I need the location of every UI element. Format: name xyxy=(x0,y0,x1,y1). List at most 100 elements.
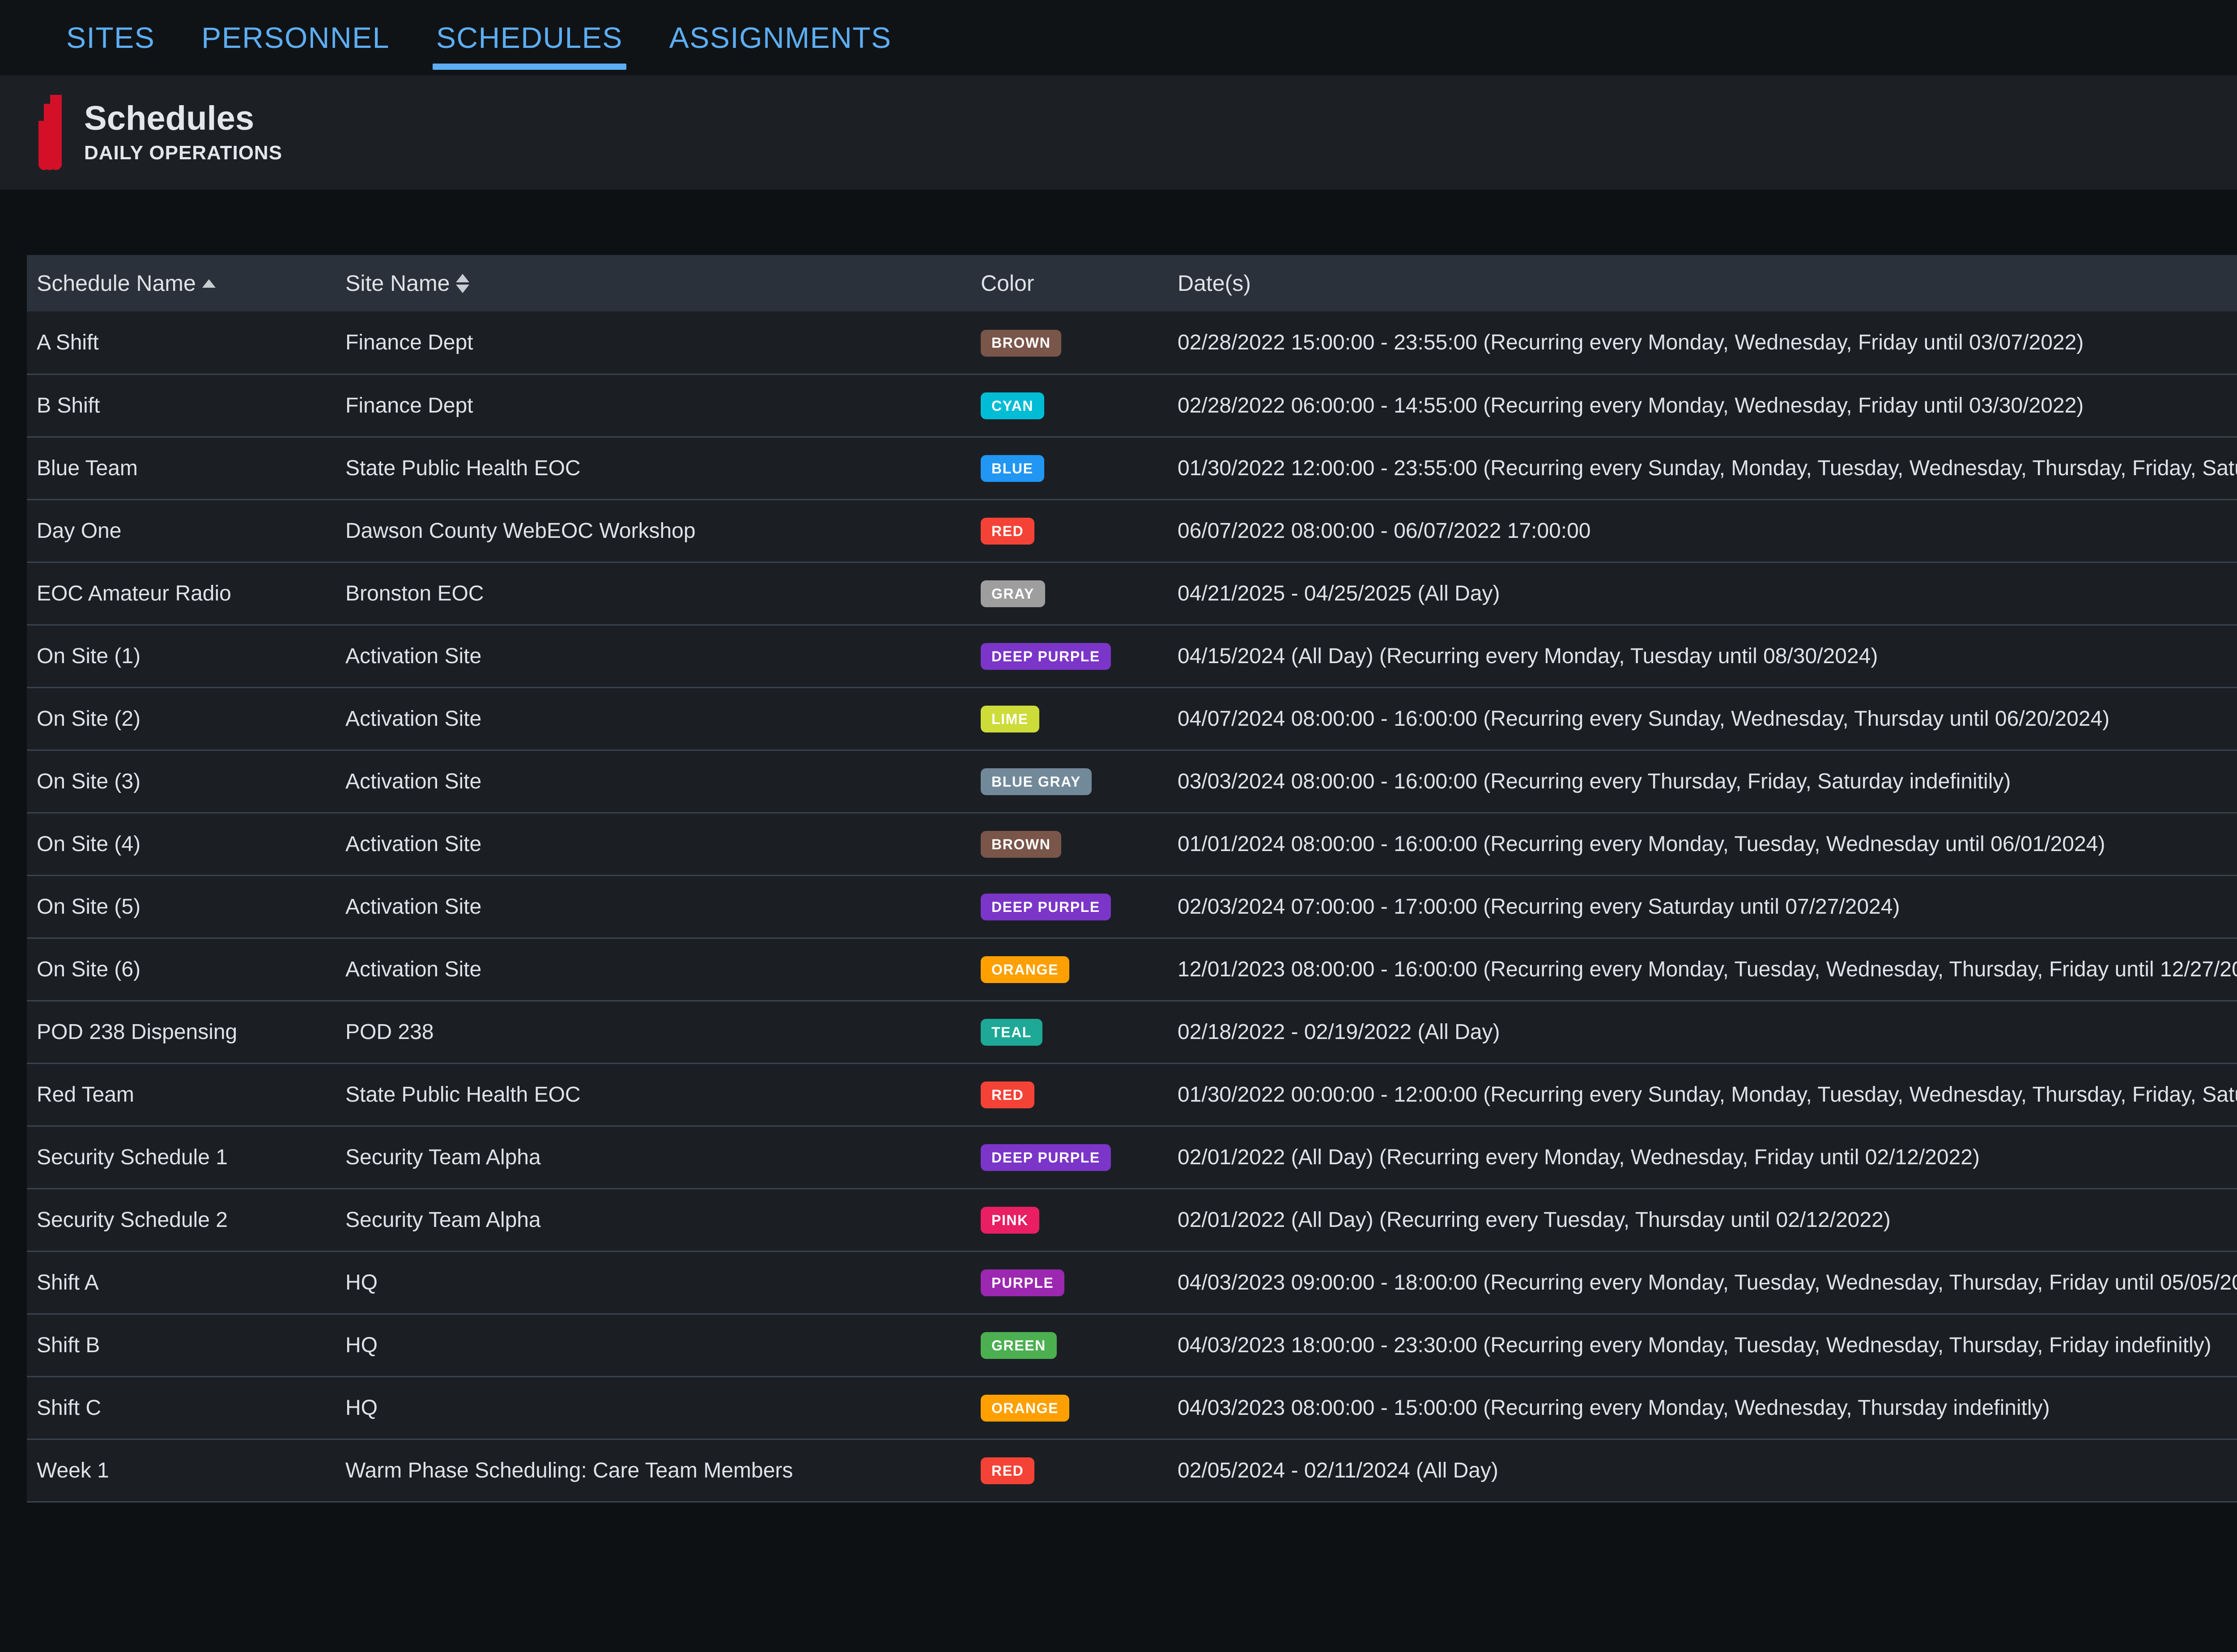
table-row[interactable]: Day One Dawson County WebEOC Workshop RED 0… xyxy=(27,499,2237,563)
nav-tab-underline xyxy=(432,64,626,70)
nav-tab-assignments[interactable]: ASSIGNMENTS xyxy=(646,0,915,75)
cell-site-name: Security Team Alpha xyxy=(336,1188,971,1252)
sort-ascending-icon[interactable] xyxy=(202,279,216,288)
column-header-site-name[interactable]: Site Name xyxy=(336,255,971,311)
site-name-text: Warm Phase Scheduling: Care Team Members xyxy=(345,1458,793,1482)
schedules-table-container: Schedule Name Site Name Color Date(s) xyxy=(27,255,2237,1503)
nav-tab-schedules[interactable]: SCHEDULES xyxy=(413,0,646,75)
color-badge: RED xyxy=(981,1081,1035,1109)
color-badge: ORANGE xyxy=(981,1395,1070,1422)
table-row[interactable]: B Shift Finance Dept CYAN 02/28/2022 06:00:… xyxy=(27,374,2237,438)
cell-schedule-name: Day One xyxy=(27,499,336,563)
table-row[interactable]: On Site (6) Activation Site ORANGE 12/01/20… xyxy=(27,938,2237,1001)
color-badge: BROWN xyxy=(981,329,1062,357)
cell-schedule-name: On Site (5) xyxy=(27,875,336,939)
color-badge: DEEP PURPLE xyxy=(981,1144,1111,1171)
table-row[interactable]: Shift B HQ GREEN 04/03/2023 18:00:00 - 23:3… xyxy=(27,1314,2237,1377)
dates-text: 04/03/2023 18:00:00 - 23:30:00 (Recurrin… xyxy=(1178,1333,2211,1357)
column-header-label: Site Name xyxy=(345,271,450,296)
table-row[interactable]: On Site (5) Activation Site DEEP PURPLE 02/… xyxy=(27,875,2237,939)
dates-text: 12/01/2023 08:00:00 - 16:00:00 (Recurrin… xyxy=(1178,957,2237,981)
dates-text: 02/01/2022 (All Day) (Recurring every Tu… xyxy=(1178,1208,1891,1232)
cell-color: PINK xyxy=(971,1188,1168,1252)
cell-dates: 02/28/2022 15:00:00 - 23:55:00 (Recurrin… xyxy=(1168,311,2237,375)
cell-color: RED xyxy=(971,499,1168,563)
table-row[interactable]: On Site (2) Activation Site LIME 04/07/2024… xyxy=(27,687,2237,751)
site-name-text: Security Team Alpha xyxy=(345,1145,541,1169)
cell-dates: 03/03/2024 08:00:00 - 16:00:00 (Recurrin… xyxy=(1168,750,2237,813)
column-header-color[interactable]: Color xyxy=(971,255,1168,311)
cell-color: GREEN xyxy=(971,1314,1168,1377)
site-name-text: Finance Dept xyxy=(345,330,473,354)
color-badge: DEEP PURPLE xyxy=(981,894,1111,921)
table-row[interactable]: Week 1 Warm Phase Scheduling: Care Team M… xyxy=(27,1439,2237,1503)
table-row[interactable]: Shift A HQ PURPLE 04/03/2023 09:00:00 - 18:… xyxy=(27,1251,2237,1315)
site-name-text: State Public Health EOC xyxy=(345,456,581,480)
cell-dates: 12/01/2023 08:00:00 - 16:00:00 (Recurrin… xyxy=(1168,938,2237,1001)
site-name-text: Activation Site xyxy=(345,644,482,668)
cell-site-name: Activation Site xyxy=(336,687,971,751)
dates-text: 04/03/2023 08:00:00 - 15:00:00 (Recurrin… xyxy=(1178,1396,2050,1420)
column-header-dates[interactable]: Date(s) xyxy=(1168,255,2237,311)
color-badge: RED xyxy=(981,1457,1035,1485)
cell-schedule-name: POD 238 Dispensing xyxy=(27,1001,336,1064)
table-row[interactable]: Blue Team State Public Health EOC BLUE 01/3… xyxy=(27,437,2237,500)
schedule-name-text: On Site (5) xyxy=(37,894,141,919)
schedule-name-text: Security Schedule 2 xyxy=(37,1208,228,1232)
cell-schedule-name: Shift B xyxy=(27,1314,336,1377)
table-row[interactable]: On Site (4) Activation Site BROWN 01/01/202… xyxy=(27,813,2237,876)
cell-site-name: Activation Site xyxy=(336,938,971,1001)
color-badge: PINK xyxy=(981,1207,1039,1234)
column-header-label: Schedule Name xyxy=(37,271,196,296)
table-row[interactable]: Security Schedule 2 Security Team Alpha PI… xyxy=(27,1188,2237,1252)
cell-site-name: State Public Health EOC xyxy=(336,437,971,500)
table-row[interactable]: On Site (1) Activation Site DEEP PURPLE 04/… xyxy=(27,625,2237,688)
cell-color: BLUE GRAY xyxy=(971,750,1168,813)
cell-schedule-name: On Site (3) xyxy=(27,750,336,813)
cell-site-name: Activation Site xyxy=(336,875,971,939)
table-row[interactable]: On Site (3) Activation Site BLUE GRAY 03/03… xyxy=(27,750,2237,813)
cell-color: BROWN xyxy=(971,813,1168,876)
cell-schedule-name: On Site (2) xyxy=(27,687,336,751)
site-name-text: HQ xyxy=(345,1333,378,1357)
sort-toggle-icon[interactable] xyxy=(456,273,470,293)
site-name-text: Security Team Alpha xyxy=(345,1208,541,1232)
table-body: A Shift Finance Dept BROWN 02/28/2022 15:00… xyxy=(27,311,2237,1503)
nav-tab-sites[interactable]: SITES xyxy=(43,0,178,75)
cell-color: CYAN xyxy=(971,374,1168,438)
dates-text: 04/03/2023 09:00:00 - 18:00:00 (Recurrin… xyxy=(1178,1270,2237,1294)
schedule-name-text: On Site (6) xyxy=(37,957,141,981)
site-name-text: Dawson County WebEOC Workshop xyxy=(345,519,696,543)
cell-schedule-name: Security Schedule 1 xyxy=(27,1126,336,1189)
color-badge: TEAL xyxy=(981,1019,1042,1046)
dates-text: 01/30/2022 00:00:00 - 12:00:00 (Recurrin… xyxy=(1178,1082,2237,1107)
column-header-schedule-name[interactable]: Schedule Name xyxy=(27,255,336,311)
table-row[interactable]: Security Schedule 1 Security Team Alpha DE… xyxy=(27,1126,2237,1189)
cell-color: LIME xyxy=(971,687,1168,751)
color-badge: GRAY xyxy=(981,580,1045,608)
table-row[interactable]: Red Team State Public Health EOC RED 01/30/… xyxy=(27,1063,2237,1127)
cell-dates: 01/30/2022 00:00:00 - 12:00:00 (Recurrin… xyxy=(1168,1063,2237,1127)
cell-color: ORANGE xyxy=(971,1376,1168,1440)
table-row[interactable]: A Shift Finance Dept BROWN 02/28/2022 15:00… xyxy=(27,311,2237,375)
schedule-name-text: Shift A xyxy=(37,1270,99,1294)
cell-color: BLUE xyxy=(971,437,1168,500)
site-name-text: Activation Site xyxy=(345,957,482,981)
nav-tab-personnel[interactable]: PERSONNEL xyxy=(178,0,413,75)
table-row[interactable]: EOC Amateur Radio Bronston EOC GRAY 04/21/2… xyxy=(27,562,2237,626)
cell-dates: 02/28/2022 06:00:00 - 14:55:00 (Recurrin… xyxy=(1168,374,2237,438)
cell-color: GRAY xyxy=(971,562,1168,626)
schedule-name-text: Blue Team xyxy=(37,456,138,480)
color-badge: RED xyxy=(981,518,1035,545)
cell-site-name: Security Team Alpha xyxy=(336,1126,971,1189)
page-title-block: Schedules DAILY OPERATIONS xyxy=(84,101,282,164)
table-row[interactable]: Shift C HQ ORANGE 04/03/2023 08:00:00 - 15:… xyxy=(27,1376,2237,1440)
schedules-table: Schedule Name Site Name Color Date(s) xyxy=(27,255,2237,1503)
cell-site-name: Activation Site xyxy=(336,750,971,813)
table-row[interactable]: POD 238 Dispensing POD 238 TEAL 02/18/2022 … xyxy=(27,1001,2237,1064)
cell-schedule-name: A Shift xyxy=(27,311,336,375)
cell-schedule-name: Blue Team xyxy=(27,437,336,500)
schedule-name-text: POD 238 Dispensing xyxy=(37,1020,238,1044)
schedule-name-text: On Site (1) xyxy=(37,644,141,668)
nav-tab-label: SITES xyxy=(66,21,155,54)
